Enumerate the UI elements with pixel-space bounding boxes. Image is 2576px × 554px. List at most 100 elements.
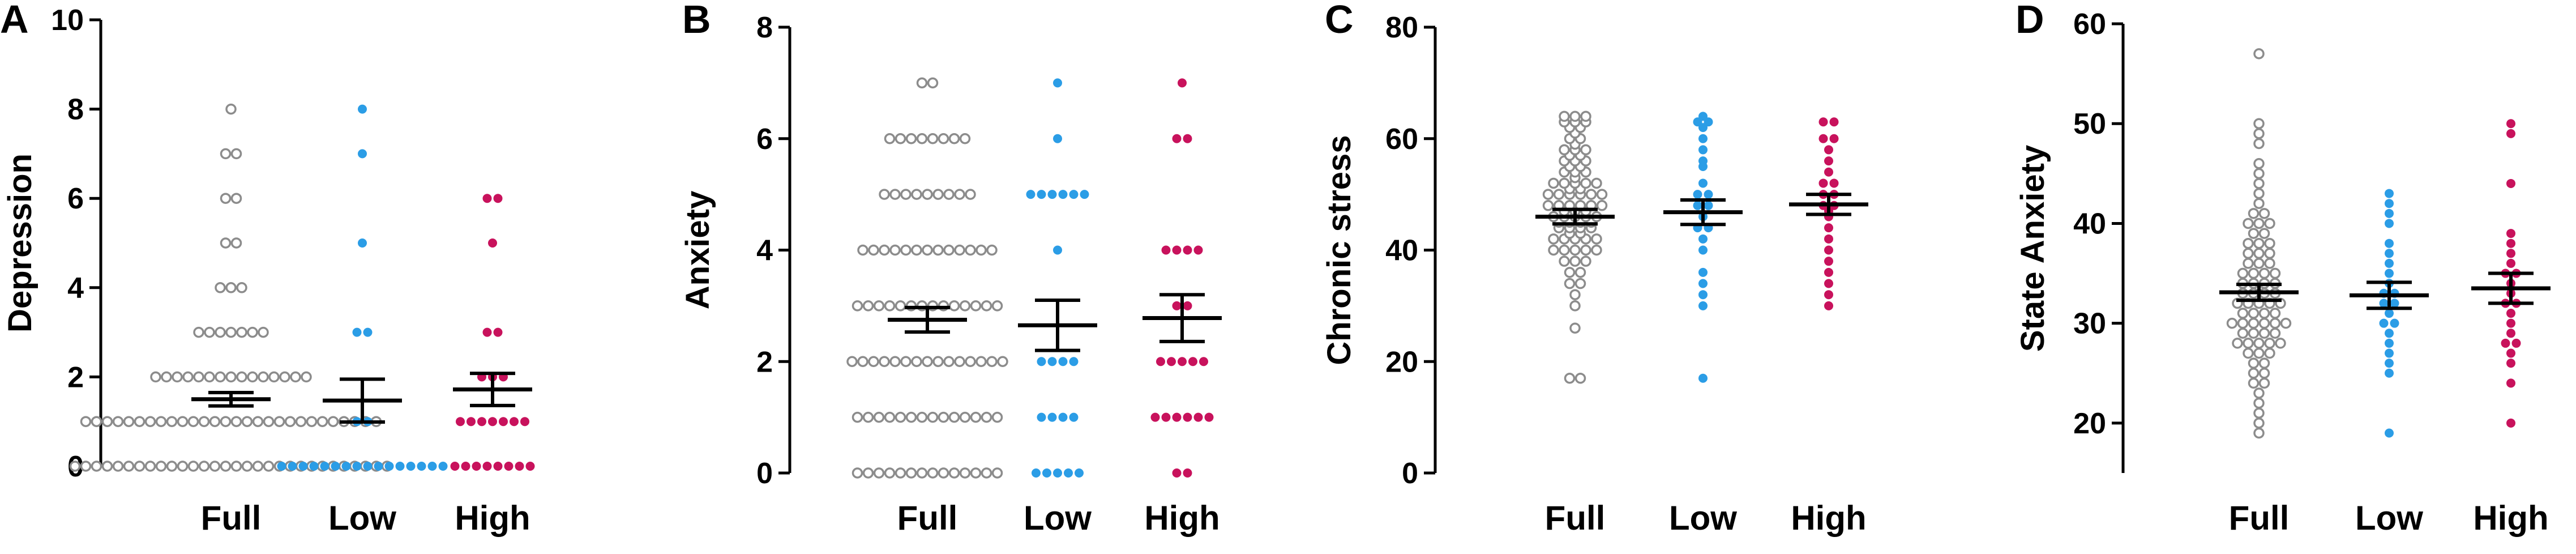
data-point-full (922, 189, 933, 200)
data-point-low (2385, 338, 2394, 348)
data-point-full (177, 416, 189, 427)
data-point-low (1058, 190, 1068, 199)
data-point-full (879, 356, 890, 367)
data-point-full (225, 326, 237, 338)
data-point-full (273, 416, 285, 427)
data-point-full (2258, 208, 2270, 219)
data-point-full (236, 282, 247, 293)
data-point-full (2253, 248, 2265, 259)
data-point-full (851, 467, 863, 479)
data-point-full (2253, 387, 2265, 399)
data-point-full (144, 461, 156, 472)
data-point-full (991, 467, 1003, 479)
data-point-low (1075, 468, 1084, 478)
data-point-full (2264, 347, 2275, 359)
data-point-high (493, 327, 503, 337)
data-point-full (970, 411, 982, 423)
data-point-full (187, 416, 199, 427)
data-point-full (932, 244, 944, 256)
data-point-full (301, 371, 312, 383)
data-point-full (1591, 244, 1602, 256)
data-point-full (2275, 338, 2286, 349)
data-point-low (1058, 357, 1068, 367)
data-point-full (2253, 407, 2265, 419)
data-point-full (970, 300, 982, 312)
data-point-full (970, 467, 982, 479)
data-point-high (461, 462, 470, 471)
data-point-full (997, 356, 1008, 367)
data-point-full (857, 356, 868, 367)
y-axis-label: Anxiety (679, 191, 716, 310)
data-point-full (2253, 338, 2265, 349)
data-point-high (1172, 301, 1182, 310)
data-point-high (1193, 245, 1203, 255)
data-point-low (320, 462, 330, 471)
data-point-full (884, 411, 896, 423)
data-point-full (1559, 177, 1570, 189)
data-point-low (395, 462, 405, 471)
data-point-full (873, 467, 885, 479)
data-point-low (298, 462, 308, 471)
data-point-full (905, 467, 917, 479)
data-point-full (900, 189, 912, 200)
data-point-high (1824, 301, 1833, 310)
data-point-high (2506, 309, 2515, 318)
data-point-full (1559, 110, 1570, 122)
data-point-full (905, 411, 917, 423)
panel-letter: A (0, 0, 29, 41)
y-tick-label: 60 (2073, 8, 2106, 41)
data-point-full (889, 356, 901, 367)
data-point-low (2385, 208, 2394, 218)
data-point-full (1591, 233, 1602, 245)
data-point-full (954, 356, 965, 367)
data-point-low (2385, 329, 2394, 338)
data-point-high (1183, 134, 1192, 143)
data-point-full (862, 411, 874, 423)
x-tick-label: Full (201, 499, 262, 537)
data-point-full (193, 326, 204, 338)
data-point-full (846, 356, 858, 367)
data-point-full (1553, 189, 1565, 200)
data-point-full (981, 467, 992, 479)
data-point-full (230, 237, 242, 249)
y-tick-label: 8 (756, 11, 773, 44)
y-tick-label: 4 (67, 272, 84, 305)
data-point-low (1693, 201, 1702, 210)
data-point-full (220, 416, 232, 427)
data-point-full (895, 133, 906, 144)
data-point-full (327, 416, 339, 427)
data-point-high (1824, 267, 1833, 277)
data-point-high (1199, 357, 1208, 367)
data-point-full (943, 189, 955, 200)
data-point-full (911, 189, 922, 200)
data-point-low (1047, 357, 1057, 367)
data-point-low (1026, 190, 1035, 199)
data-point-full (2258, 308, 2270, 319)
data-point-full (932, 356, 944, 367)
data-point-full (948, 300, 960, 312)
data-point-high (488, 238, 497, 248)
data-point-full (1542, 200, 1554, 211)
y-tick-label: 2 (756, 346, 773, 378)
data-point-full (900, 356, 912, 367)
data-point-high (2506, 119, 2515, 129)
data-point-full (884, 133, 896, 144)
data-point-full (948, 467, 960, 479)
data-point-full (220, 193, 232, 204)
data-point-low (374, 462, 383, 471)
data-point-full (2253, 198, 2265, 209)
y-tick-label: 2 (67, 361, 84, 394)
data-point-full (295, 416, 307, 427)
data-point-full (2253, 417, 2265, 429)
y-tick-label: 40 (1385, 235, 1418, 267)
data-point-high (1818, 178, 1828, 188)
data-point-high (493, 462, 503, 471)
data-point-high (504, 462, 514, 471)
y-tick-label: 0 (1402, 457, 1418, 490)
data-point-full (220, 461, 232, 472)
data-point-full (2258, 228, 2270, 239)
data-point-full (922, 244, 933, 256)
data-point-full (2253, 118, 2265, 129)
panel-b: B Anxiety 0 2 4 6 8 Full Low High (679, 0, 1222, 537)
data-point-low (358, 149, 367, 159)
